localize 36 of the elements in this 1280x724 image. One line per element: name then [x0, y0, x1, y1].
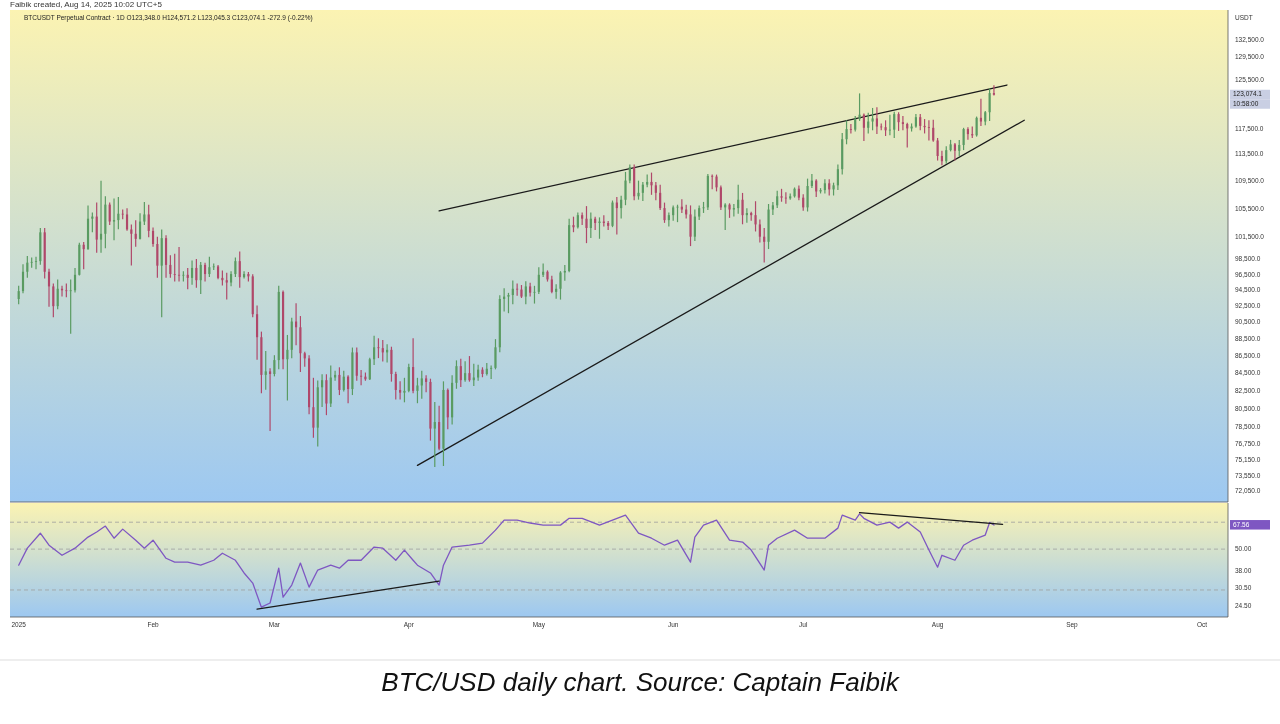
candlestick [702, 201, 705, 213]
candlestick [741, 192, 744, 225]
candlestick [442, 381, 445, 466]
candlestick [507, 292, 510, 314]
candlestick [494, 339, 497, 370]
candlestick [767, 204, 770, 250]
candlestick [390, 346, 393, 382]
candlestick [689, 205, 692, 247]
candlestick [676, 204, 679, 223]
candlestick [403, 377, 406, 403]
text: Faibik created, Aug 14, 2025 10:02 UTC+5 [10, 0, 163, 9]
candlestick [663, 202, 666, 223]
candlestick [520, 285, 523, 299]
text: BTC/USD daily chart. Source: Captain Faibik [381, 666, 901, 697]
candlestick [585, 206, 588, 244]
candlestick [780, 188, 783, 202]
candlestick [312, 377, 315, 438]
candlestick [806, 178, 809, 212]
candlestick [871, 107, 874, 131]
candlestick [468, 356, 471, 382]
candlestick [325, 374, 328, 416]
candlestick [845, 120, 848, 145]
candlestick [611, 200, 614, 228]
candlestick [559, 271, 562, 300]
candlestick [455, 360, 458, 389]
line-series [18, 513, 995, 608]
candlestick [429, 378, 432, 441]
candlestick [754, 201, 757, 232]
candlestick [416, 377, 419, 404]
candlestick [728, 203, 731, 218]
candlestick [338, 367, 341, 396]
candlestick [533, 285, 536, 304]
candlestick [624, 171, 627, 206]
candlestick [377, 338, 380, 359]
candlestick [897, 112, 900, 131]
candlestick [351, 347, 354, 396]
